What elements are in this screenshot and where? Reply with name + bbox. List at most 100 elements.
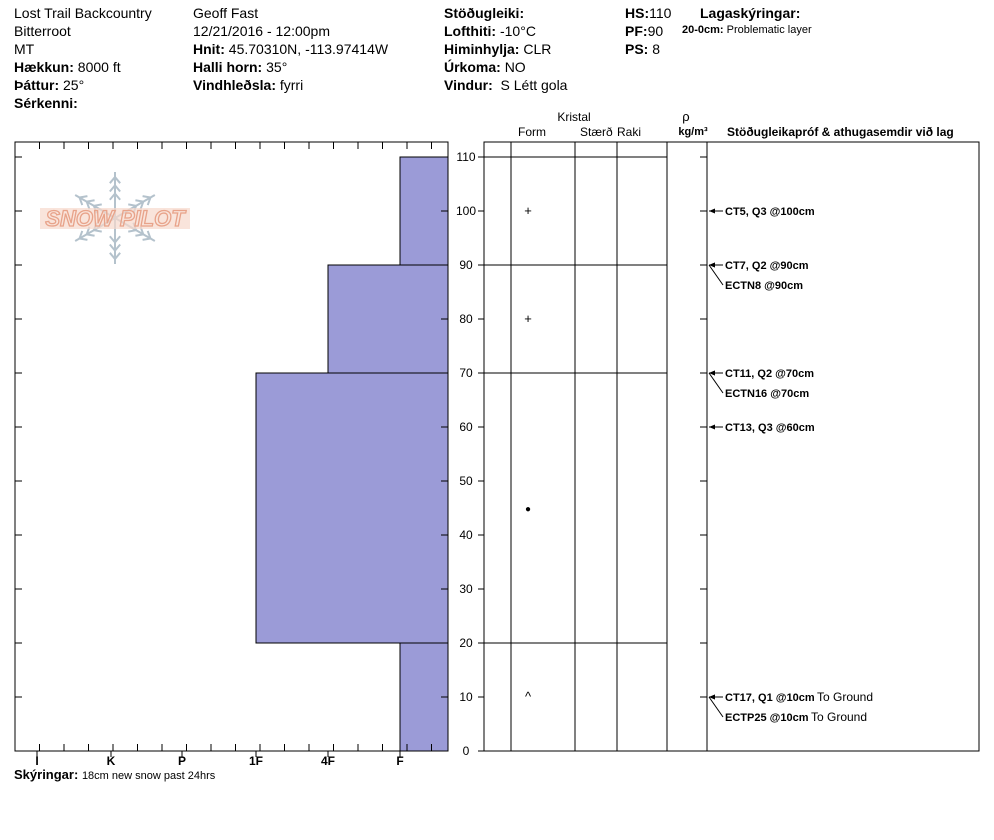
hardness-plot-frame [14, 141, 449, 752]
flake-branch-5-1-1 [93, 203, 102, 207]
air-temp-value: -10°C [499, 23, 536, 39]
test-extra: To Ground [811, 710, 867, 724]
ps-row: PS: 8 [625, 40, 671, 58]
pf-row: PF:90 [625, 22, 671, 40]
test-arrow-head-2 [709, 262, 715, 268]
moisture-header: Raki [617, 125, 641, 139]
flake-branch-0-3-1 [114, 176, 121, 184]
test-arrow-line-2 [708, 264, 724, 286]
flake-branch-4-1-0 [93, 229, 102, 233]
flake-branch-0-3-0 [109, 176, 116, 184]
pf-label: PF: [625, 23, 648, 39]
grain-form-symbol: ^ [525, 689, 532, 704]
test-arrow-line-7 [708, 696, 724, 718]
hardness-layer-3 [399, 642, 449, 752]
flake-branch-5-2-0 [85, 201, 91, 210]
flake-branch-5-2-1 [86, 199, 95, 203]
layer-boundaries [484, 156, 667, 644]
hardness-tick-label: P [178, 754, 186, 768]
flake-branch-0-1-0 [109, 192, 116, 201]
grain-form-symbol: ● [525, 504, 531, 515]
grain-form-symbol: + [524, 311, 532, 326]
state-name: MT [14, 41, 35, 57]
flake-branch-0-2-1 [114, 184, 121, 193]
depth-tick-label: 30 [459, 582, 473, 596]
flake-branch-3-2-1 [109, 243, 116, 252]
coords-value: 45.70310N, -113.97414W [228, 41, 389, 57]
grain-form-symbol: + [524, 203, 532, 218]
features-label: Sérkenni: [14, 95, 78, 111]
density-symbol: ρ [682, 109, 689, 124]
test-arrow-head-5 [709, 424, 715, 430]
layer-notes-title: Lagaskýringar: [700, 5, 801, 21]
test-arrow-head-0 [709, 208, 715, 214]
flake-branch-2-3-1 [142, 237, 151, 241]
layer-notes-entry: 20-0cm: Problematic layer [682, 24, 812, 36]
form-header: Form [518, 125, 546, 139]
stability-row: Stöðugleiki: [444, 4, 567, 22]
flake-branch-1-2-1 [139, 201, 145, 210]
footer-text: 18cm new snow past 24hrs [81, 770, 216, 782]
flake-branch-1-3-0 [142, 195, 151, 199]
test-label: CT11, Q2 @70cm [725, 368, 814, 380]
wind-row: Vindur: S Létt gola [444, 76, 567, 94]
snowpilot-logo: SNOW PILOT [40, 172, 190, 264]
depth-tick-label: 100 [456, 204, 476, 218]
wind-label: Vindur: [444, 77, 493, 93]
flake-branch-3-1-1 [109, 235, 116, 244]
footer-label: Skýringar: [14, 767, 79, 782]
observer-name: Geoff Fast [193, 5, 259, 21]
weather-info: Stöðugleiki: Lofthiti: -10°C Himinhylja:… [444, 4, 567, 94]
size-header: Stærð [580, 125, 613, 139]
logo-text: SNOW PILOT [45, 206, 186, 231]
aspect-value: 25° [63, 77, 85, 93]
depth-tick-label: 0 [463, 744, 470, 758]
depth-tick-label: 90 [459, 258, 473, 272]
depth-tick-label: 60 [459, 420, 473, 434]
depth-info: HS:110 PF:90 PS: 8 [625, 4, 671, 58]
footer-notes: Skýringar: 18cm new snow past 24hrs [14, 766, 215, 785]
hardness-tick-label: 4F [321, 754, 335, 768]
precip-value: NO [504, 59, 526, 75]
flake-branch-3-1-0 [114, 235, 121, 244]
flake-branch-4-2-0 [86, 233, 95, 237]
stability-tests: CT5, Q3 @100cm CT7, Q2 @90cm ECTN8 @90cm CT… [708, 206, 873, 724]
test-arrow-head-4 [709, 370, 715, 376]
flake-branch-5-3-0 [78, 197, 84, 206]
wind-loading-label: Vindhleðsla: [193, 77, 276, 93]
hs-label: HS: [625, 5, 650, 21]
density-unit: kg/m³ [678, 126, 708, 138]
location-name: Lost Trail Backcountry [14, 5, 152, 21]
hardness-layers [255, 156, 449, 752]
air-temp-row: Lofthiti: -10°C [444, 22, 567, 40]
coords-label: Hnit: [193, 41, 225, 57]
test-label: CT7, Q2 @90cm [725, 260, 809, 272]
hardness-layer-1 [327, 264, 449, 374]
flake-branch-4-3-1 [78, 230, 84, 239]
coords-row: Hnit: 45.70310N, -113.97414W [193, 40, 388, 58]
layer-notes-text: Problematic layer [726, 24, 812, 36]
logo-band [40, 208, 190, 229]
tests-header: Stöðugleikapróf & athugasemdir við lag [727, 125, 954, 139]
wind-value: S Létt gola [500, 77, 568, 93]
crystal-grid-frame [483, 141, 980, 752]
flake-branch-4-3-0 [79, 237, 88, 241]
depth-tick-label: 40 [459, 528, 473, 542]
depth-tick-label: 70 [459, 366, 473, 380]
flake-branch-1-2-0 [135, 199, 144, 203]
hardness-tick-label: F [396, 754, 403, 768]
flake-branch-2-2-1 [135, 233, 144, 237]
grain-forms: + + ● ^ [524, 203, 532, 704]
flake-branch-0-2-0 [109, 184, 116, 193]
flake-branch-2-1-1 [128, 229, 137, 233]
air-temp-label: Lofthiti: [444, 23, 497, 39]
flake-branch-1-1-0 [128, 203, 137, 207]
sky-value: CLR [523, 41, 552, 57]
depth-tick-label: 50 [459, 474, 473, 488]
flake-branch-3-2-0 [114, 243, 121, 252]
hardness-tick-label: K [107, 754, 116, 768]
depth-tick-label: 80 [459, 312, 473, 326]
hardness-layer-2 [255, 372, 449, 644]
elevation-row: Hækkun: 8000 ft [14, 58, 152, 76]
